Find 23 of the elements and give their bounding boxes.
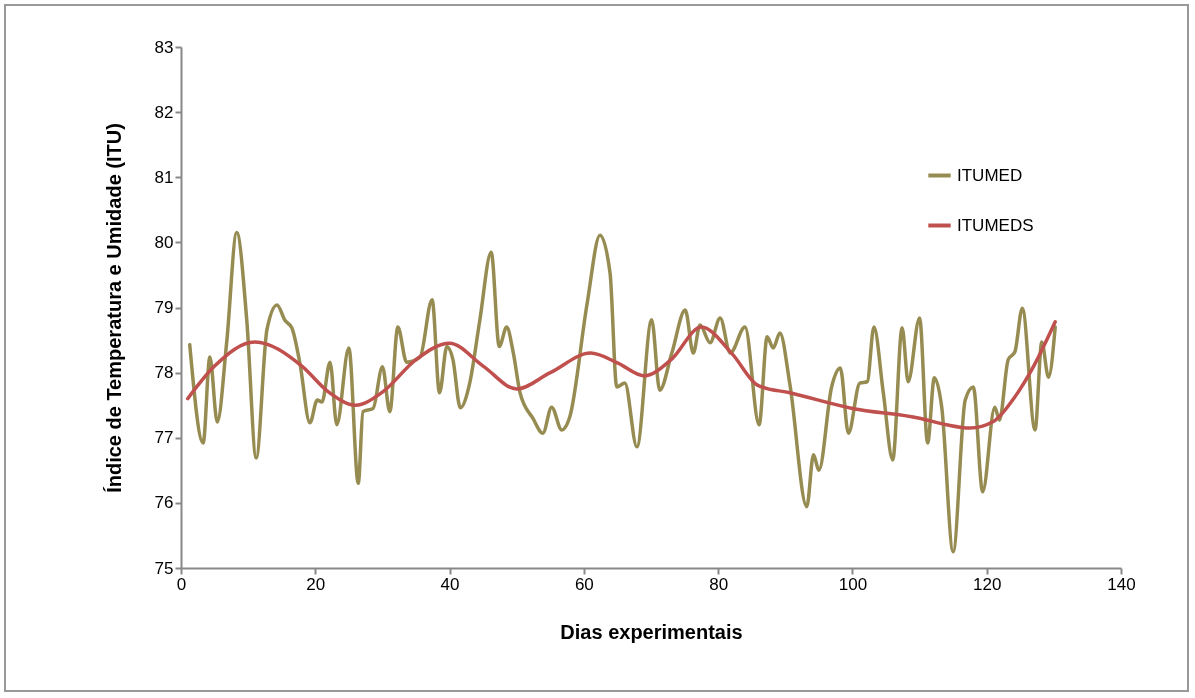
x-tick-label: 120 [973,574,1002,594]
x-tick-label: 40 [440,574,460,594]
y-tick-label: 80 [154,232,174,252]
y-tick-label: 78 [154,363,174,383]
line-series [185,320,1057,430]
y-axis-title: Índice de Temperatura e Umidade (ITU) [102,123,125,493]
x-tick-label: 80 [709,574,729,594]
y-tick-label: 82 [154,102,174,122]
legend-label: ITUMED [957,165,1023,185]
x-tick-label: 20 [306,574,326,594]
line-series [187,230,1057,554]
y-tick-label: 79 [154,298,174,317]
legend-label: ITUMEDS [957,215,1034,235]
y-tick-label: 77 [154,428,174,448]
y-tick-label: 76 [154,493,174,513]
x-tick-label: 140 [1107,574,1136,594]
x-tick-label: 100 [838,574,868,594]
x-tick-label: 60 [574,574,594,594]
y-tick-label: 81 [154,167,174,187]
x-tick-label: 0 [176,574,187,594]
y-tick-label: 75 [154,558,174,578]
x-axis-title: Dias experimentais [560,620,743,643]
y-tick-label: 83 [154,37,174,57]
